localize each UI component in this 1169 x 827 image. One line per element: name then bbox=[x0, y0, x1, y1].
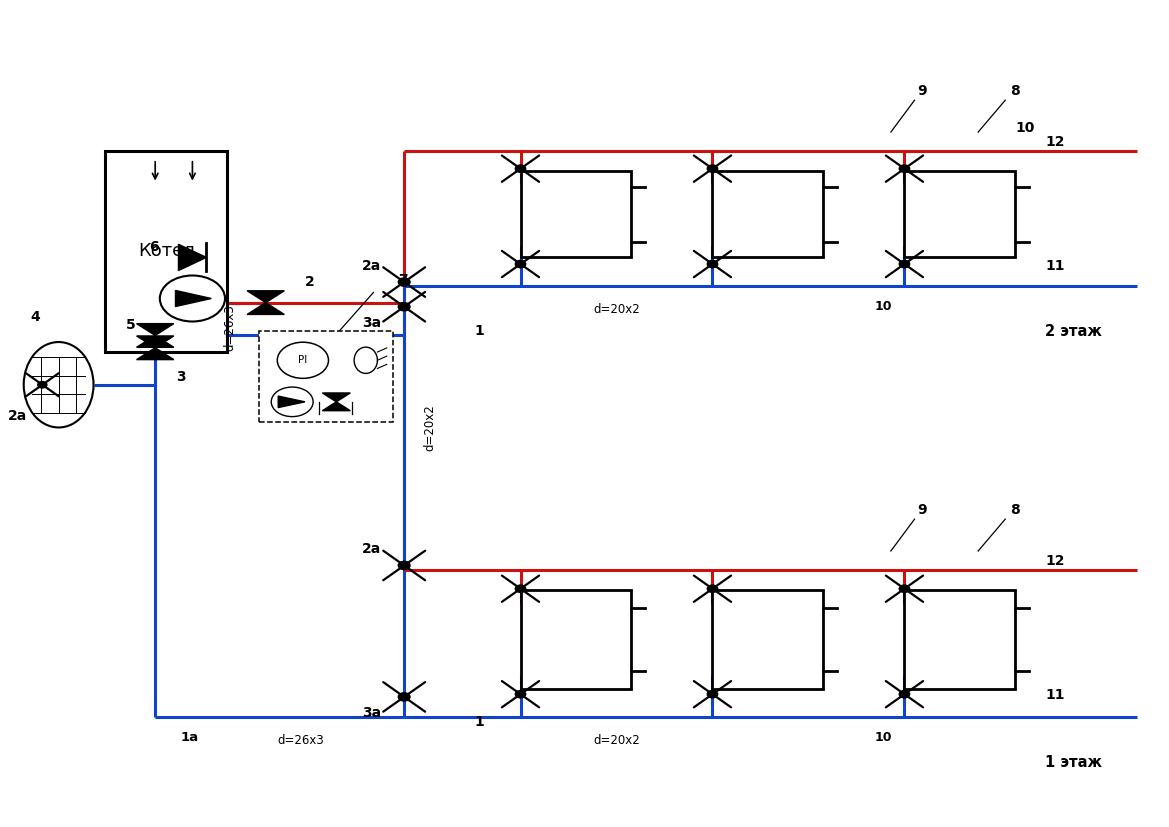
Polygon shape bbox=[137, 323, 174, 336]
Text: 7: 7 bbox=[399, 274, 408, 288]
Circle shape bbox=[271, 387, 313, 417]
Text: PI: PI bbox=[298, 356, 307, 366]
Polygon shape bbox=[247, 303, 284, 314]
Text: 3a: 3a bbox=[362, 316, 381, 330]
Text: 12: 12 bbox=[1045, 554, 1065, 568]
FancyBboxPatch shape bbox=[520, 171, 631, 257]
Text: 3: 3 bbox=[177, 370, 186, 384]
Circle shape bbox=[707, 165, 718, 172]
FancyBboxPatch shape bbox=[712, 590, 823, 689]
Circle shape bbox=[399, 693, 410, 701]
Text: Котел: Котел bbox=[138, 242, 194, 261]
Circle shape bbox=[899, 261, 909, 268]
Text: 1: 1 bbox=[475, 324, 485, 338]
Text: 8: 8 bbox=[1010, 84, 1019, 98]
Polygon shape bbox=[137, 336, 174, 348]
Ellipse shape bbox=[23, 342, 94, 428]
Text: d=26x3: d=26x3 bbox=[223, 304, 236, 351]
Text: 2: 2 bbox=[305, 275, 314, 289]
Circle shape bbox=[707, 585, 718, 592]
Polygon shape bbox=[175, 290, 212, 307]
Text: 9: 9 bbox=[918, 504, 927, 518]
Polygon shape bbox=[323, 393, 351, 402]
Text: 3a: 3a bbox=[362, 706, 381, 720]
Text: d=20x2: d=20x2 bbox=[593, 734, 639, 747]
Circle shape bbox=[37, 381, 47, 388]
Circle shape bbox=[399, 303, 410, 311]
Circle shape bbox=[516, 165, 526, 172]
Circle shape bbox=[399, 562, 410, 570]
Circle shape bbox=[707, 691, 718, 698]
Text: 2 этаж: 2 этаж bbox=[1045, 324, 1101, 339]
Text: 5: 5 bbox=[126, 318, 136, 332]
Text: 9: 9 bbox=[918, 84, 927, 98]
Polygon shape bbox=[137, 348, 174, 360]
Text: 4: 4 bbox=[30, 310, 40, 324]
Polygon shape bbox=[278, 396, 305, 408]
Text: 1: 1 bbox=[475, 715, 485, 729]
Circle shape bbox=[899, 165, 909, 172]
Text: 6: 6 bbox=[150, 240, 159, 254]
Polygon shape bbox=[247, 291, 284, 303]
Circle shape bbox=[399, 278, 410, 286]
Polygon shape bbox=[179, 244, 207, 270]
Text: d=20x2: d=20x2 bbox=[423, 404, 436, 452]
Circle shape bbox=[277, 342, 328, 378]
Circle shape bbox=[516, 691, 526, 698]
Text: 11: 11 bbox=[1045, 259, 1065, 273]
FancyBboxPatch shape bbox=[258, 332, 393, 422]
Text: 1 этаж: 1 этаж bbox=[1045, 755, 1101, 770]
Circle shape bbox=[516, 261, 526, 268]
Text: d=20x2: d=20x2 bbox=[593, 303, 639, 316]
Ellipse shape bbox=[354, 347, 378, 374]
Text: 8: 8 bbox=[1010, 504, 1019, 518]
Polygon shape bbox=[137, 336, 174, 347]
Circle shape bbox=[160, 275, 224, 322]
FancyBboxPatch shape bbox=[520, 590, 631, 689]
Polygon shape bbox=[323, 402, 351, 411]
Circle shape bbox=[899, 585, 909, 592]
Circle shape bbox=[707, 261, 718, 268]
FancyBboxPatch shape bbox=[905, 590, 1015, 689]
Text: 2a: 2a bbox=[8, 409, 28, 423]
Text: 1a: 1a bbox=[181, 731, 199, 744]
Text: d=26x3: d=26x3 bbox=[277, 734, 324, 747]
Circle shape bbox=[516, 585, 526, 592]
Text: 10: 10 bbox=[1015, 121, 1035, 135]
FancyBboxPatch shape bbox=[905, 171, 1015, 257]
Text: 10: 10 bbox=[874, 731, 892, 744]
Text: 2a: 2a bbox=[362, 259, 381, 273]
FancyBboxPatch shape bbox=[712, 171, 823, 257]
FancyBboxPatch shape bbox=[105, 151, 227, 352]
Text: 10: 10 bbox=[874, 300, 892, 313]
Text: 11: 11 bbox=[1045, 688, 1065, 702]
Text: 2a: 2a bbox=[362, 542, 381, 556]
Text: 12: 12 bbox=[1045, 136, 1065, 150]
Circle shape bbox=[899, 691, 909, 698]
